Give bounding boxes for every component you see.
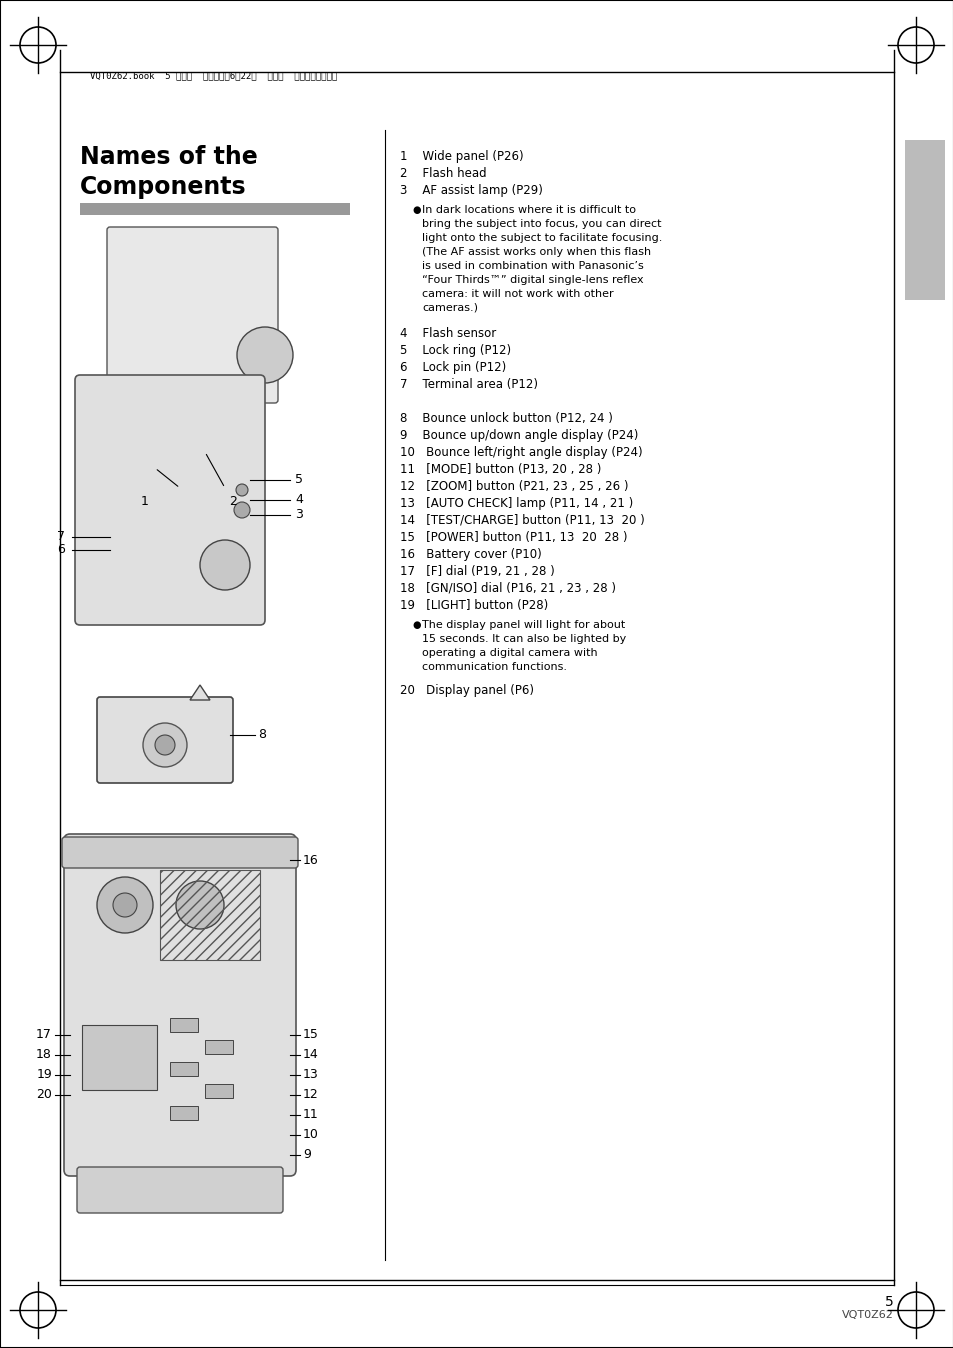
FancyBboxPatch shape: [97, 697, 233, 783]
Text: 15   [POWER] button (P11, 13  20  28 ): 15 [POWER] button (P11, 13 20 28 ): [399, 531, 627, 545]
Text: 4    Flash sensor: 4 Flash sensor: [399, 328, 496, 340]
Circle shape: [200, 541, 250, 590]
Text: 17: 17: [36, 1029, 52, 1042]
Circle shape: [132, 532, 157, 557]
Text: bring the subject into focus, you can direct: bring the subject into focus, you can di…: [421, 218, 660, 229]
Circle shape: [233, 501, 250, 518]
Text: 18   [GN/ISO] dial (P16, 21 , 23 , 28 ): 18 [GN/ISO] dial (P16, 21 , 23 , 28 ): [399, 582, 616, 594]
Bar: [82, 1024, 157, 1091]
Text: communication functions.: communication functions.: [421, 662, 566, 673]
Text: 17   [F] dial (P19, 21 , 28 ): 17 [F] dial (P19, 21 , 28 ): [399, 565, 554, 578]
Text: 7: 7: [57, 531, 65, 543]
Text: 6: 6: [57, 543, 65, 557]
FancyBboxPatch shape: [88, 488, 212, 597]
Text: 11   [MODE] button (P13, 20 , 28 ): 11 [MODE] button (P13, 20 , 28 ): [399, 462, 600, 476]
Text: cameras.): cameras.): [421, 303, 477, 313]
Bar: [205, 1084, 233, 1099]
Text: 1: 1: [141, 495, 149, 508]
Bar: [105, 532, 115, 541]
Text: 18: 18: [36, 1049, 52, 1061]
Polygon shape: [120, 452, 245, 468]
Text: 12   [ZOOM] button (P21, 23 , 25 , 26 ): 12 [ZOOM] button (P21, 23 , 25 , 26 ): [399, 480, 628, 493]
Polygon shape: [190, 685, 210, 700]
Text: 1    Wide panel (P26): 1 Wide panel (P26): [399, 150, 523, 163]
Text: 20   Display panel (P6): 20 Display panel (P6): [399, 683, 534, 697]
Text: light onto the subject to facilitate focusing.: light onto the subject to facilitate foc…: [421, 233, 661, 243]
Circle shape: [175, 882, 224, 929]
FancyBboxPatch shape: [62, 837, 297, 868]
Bar: [205, 1041, 233, 1054]
Text: “Four Thirds™” digital single-lens reflex: “Four Thirds™” digital single-lens refle…: [421, 275, 643, 284]
Text: 14   [TEST/CHARGE] button (P11, 13  20 ): 14 [TEST/CHARGE] button (P11, 13 20 ): [399, 514, 644, 527]
Bar: [170, 1018, 198, 1033]
Text: 6    Lock pin (P12): 6 Lock pin (P12): [399, 361, 506, 373]
Bar: [160, 869, 260, 960]
Text: 13   [AUTO CHECK] lamp (P11, 14 , 21 ): 13 [AUTO CHECK] lamp (P11, 14 , 21 ): [399, 497, 633, 510]
Text: 10: 10: [303, 1128, 318, 1142]
Text: ●: ●: [412, 620, 420, 630]
Text: operating a digital camera with: operating a digital camera with: [421, 648, 597, 658]
Text: 5: 5: [884, 1295, 893, 1309]
Text: 2: 2: [229, 495, 236, 508]
Text: 9: 9: [303, 1148, 311, 1162]
Circle shape: [236, 328, 293, 383]
Text: ●: ●: [412, 205, 420, 214]
Text: 19   [LIGHT] button (P28): 19 [LIGHT] button (P28): [399, 599, 548, 612]
Text: VQT0Z62: VQT0Z62: [841, 1310, 893, 1320]
Circle shape: [143, 723, 187, 767]
Text: 16: 16: [303, 853, 318, 867]
Text: Components: Components: [80, 175, 247, 200]
Text: 19: 19: [36, 1069, 52, 1081]
Text: 2    Flash head: 2 Flash head: [399, 167, 486, 181]
Text: is used in combination with Panasonic’s: is used in combination with Panasonic’s: [421, 262, 643, 271]
Text: camera: it will not work with other: camera: it will not work with other: [421, 288, 613, 299]
Circle shape: [97, 878, 152, 933]
Text: 5: 5: [294, 473, 303, 487]
Polygon shape: [125, 408, 260, 452]
Text: 20: 20: [36, 1088, 52, 1101]
FancyBboxPatch shape: [64, 834, 295, 1175]
Circle shape: [115, 515, 174, 576]
Text: Names of the: Names of the: [80, 146, 257, 168]
Text: 3: 3: [294, 508, 302, 522]
Text: 15: 15: [303, 1029, 318, 1042]
Bar: [80, 204, 350, 214]
Bar: [170, 1105, 198, 1120]
Bar: [105, 549, 115, 557]
Text: 5    Lock ring (P12): 5 Lock ring (P12): [399, 344, 511, 357]
Text: 13: 13: [303, 1069, 318, 1081]
Text: 14: 14: [303, 1049, 318, 1061]
Text: In dark locations where it is difficult to: In dark locations where it is difficult …: [421, 205, 636, 214]
Bar: [904, 140, 944, 301]
Text: 10   Bounce left/right angle display (P24): 10 Bounce left/right angle display (P24): [399, 446, 642, 460]
Text: 15 seconds. It can also be lighted by: 15 seconds. It can also be lighted by: [421, 634, 625, 644]
Bar: [105, 541, 115, 549]
Text: 7    Terminal area (P12): 7 Terminal area (P12): [399, 377, 537, 391]
FancyBboxPatch shape: [77, 1167, 283, 1213]
Text: 8: 8: [257, 728, 266, 741]
Text: (The AF assist works only when this flash: (The AF assist works only when this flas…: [421, 247, 651, 257]
FancyBboxPatch shape: [75, 375, 265, 625]
Text: 3    AF assist lamp (P29): 3 AF assist lamp (P29): [399, 183, 542, 197]
Bar: [170, 1062, 198, 1076]
Text: The display panel will light for about: The display panel will light for about: [421, 620, 624, 630]
Circle shape: [154, 735, 174, 755]
Text: 11: 11: [303, 1108, 318, 1122]
FancyBboxPatch shape: [107, 226, 277, 403]
Circle shape: [235, 484, 248, 496]
Text: 16   Battery cover (P10): 16 Battery cover (P10): [399, 549, 541, 561]
Text: 8    Bounce unlock button (P12, 24 ): 8 Bounce unlock button (P12, 24 ): [399, 412, 612, 425]
Circle shape: [112, 892, 137, 917]
Text: 4: 4: [294, 493, 302, 507]
Text: VQT0Z62.book  5 ページ  ２００６年6月22日  木曜日  午前１１時４６分: VQT0Z62.book 5 ページ ２００６年6月22日 木曜日 午前１１時４…: [90, 71, 337, 80]
Text: 9    Bounce up/down angle display (P24): 9 Bounce up/down angle display (P24): [399, 429, 638, 442]
Text: 12: 12: [303, 1088, 318, 1101]
